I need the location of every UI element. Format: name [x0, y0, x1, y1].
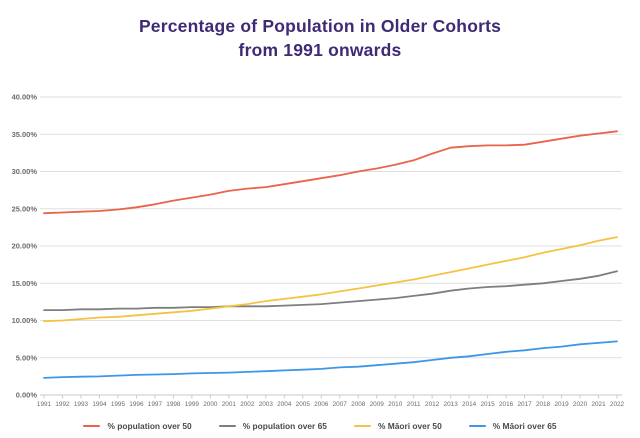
x-axis-tick-label: 2021	[591, 401, 606, 408]
x-axis-tick-label: 1998	[166, 401, 181, 408]
legend-label: % population over 65	[242, 421, 327, 431]
x-axis-tick-label: 2013	[444, 401, 459, 408]
x-axis-tick-label: 2002	[240, 401, 255, 408]
x-axis-tick-label: 2012	[425, 401, 440, 408]
x-axis-tick-label: 2007	[333, 401, 348, 408]
x-axis-tick-label: 2000	[203, 401, 218, 408]
y-axis-tick-label: 10.00%	[12, 316, 38, 325]
x-axis-tick-label: 1994	[92, 401, 107, 408]
legend-item-4: % Māori over 65	[468, 421, 557, 431]
x-axis-tick-label: 2003	[259, 401, 274, 408]
legend-label: % Māori over 65	[492, 421, 557, 431]
x-axis-tick-label: 2017	[517, 401, 532, 408]
x-axis-tick-label: 2008	[351, 401, 366, 408]
x-axis-tick-label: 2006	[314, 401, 329, 408]
legend-item-3: % Māori over 50	[353, 421, 442, 431]
x-axis-tick-label: 1991	[37, 401, 52, 408]
y-axis-tick-label: 35.00%	[12, 130, 38, 139]
legend-swatch-icon	[218, 424, 236, 428]
x-axis-tick-label: 2004	[277, 401, 292, 408]
legend-label: % Māori over 50	[377, 421, 442, 431]
x-axis-tick-label: 2022	[610, 401, 625, 408]
series-line-2	[43, 270, 618, 312]
chart-title-line1: Percentage of Population in Older Cohort…	[138, 16, 502, 36]
legend-swatch-icon	[468, 424, 486, 428]
y-axis-tick-label: 15.00%	[12, 279, 38, 288]
x-axis-tick-label: 2005	[296, 401, 311, 408]
x-axis-tick-label: 1992	[55, 401, 70, 408]
x-axis-tick-label: 2009	[370, 401, 385, 408]
x-axis-tick-label: 2011	[407, 401, 421, 408]
x-axis-tick-label: 1995	[111, 401, 126, 408]
x-axis-tick-label: 2019	[554, 401, 569, 408]
x-axis-tick-label: 1997	[148, 401, 163, 408]
x-axis-tick-label: 2018	[536, 401, 551, 408]
chart-title-line2: from 1991 onwards	[238, 40, 402, 60]
legend-item-2: % population over 65	[218, 421, 327, 431]
x-axis-tick-label: 2016	[499, 401, 514, 408]
x-axis-tick-label: 2001	[222, 401, 237, 408]
x-axis-tick-label: 1993	[74, 401, 89, 408]
x-axis-tick-label: 2014	[462, 401, 477, 408]
legend-label: % population over 50	[107, 421, 192, 431]
series-line-4	[43, 340, 618, 379]
y-axis-tick-label: 25.00%	[12, 204, 38, 213]
x-axis-tick-label: 1996	[129, 401, 144, 408]
chart-legend: % population over 50 % population over 65…	[0, 421, 640, 431]
x-axis-tick-label: 2015	[481, 401, 496, 408]
y-axis-tick-label: 40.00%	[12, 93, 38, 102]
y-axis-tick-label: 5.00%	[16, 353, 38, 362]
y-axis-tick-label: 0.00%	[16, 391, 38, 400]
legend-item-1: % population over 50	[83, 421, 192, 431]
y-axis-tick-label: 20.00%	[12, 242, 38, 251]
x-axis-tick-label: 2020	[573, 401, 588, 408]
x-axis-tick-label: 2010	[388, 401, 403, 408]
chart-title: Percentage of Population in Older Cohort…	[0, 14, 640, 62]
series-line-3	[43, 236, 618, 323]
legend-swatch-icon	[353, 424, 371, 428]
series-line-1	[43, 130, 618, 215]
y-axis-tick-label: 30.00%	[12, 167, 38, 176]
legend-swatch-icon	[83, 424, 101, 428]
x-axis-tick-label: 1999	[185, 401, 200, 408]
